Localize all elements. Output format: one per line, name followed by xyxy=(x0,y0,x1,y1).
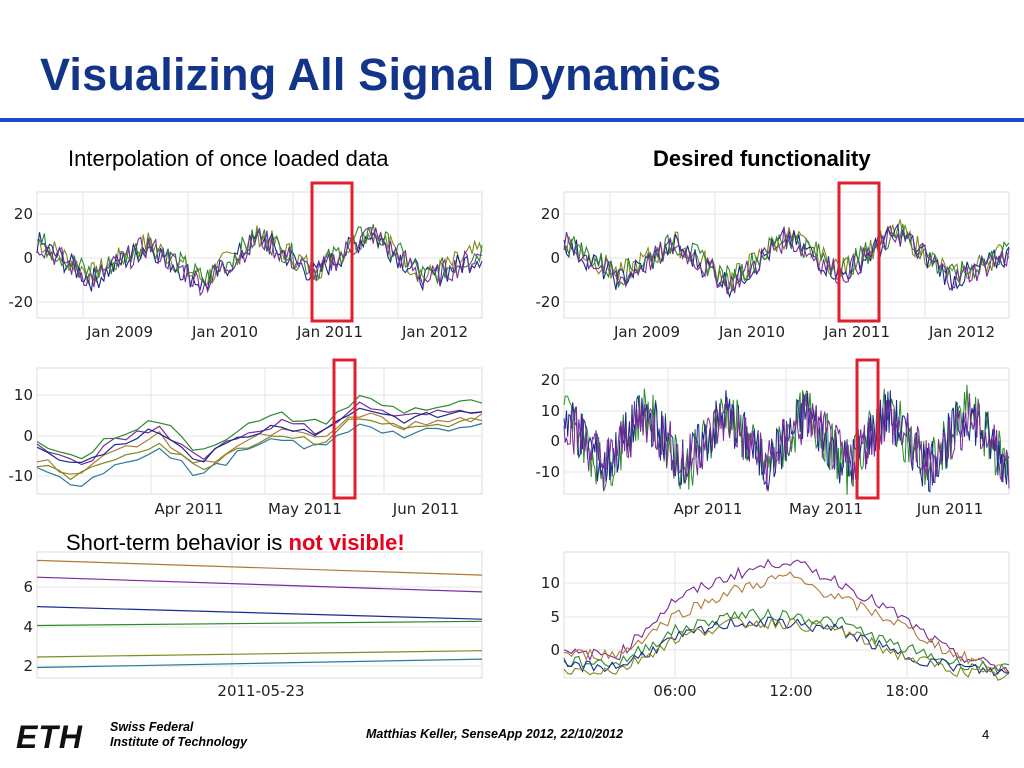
x-tick: Jan 2012 xyxy=(401,323,468,341)
institution-line-2: Institute of Technology xyxy=(110,735,248,749)
series-line xyxy=(36,650,483,658)
x-tick: Jan 2009 xyxy=(86,323,153,341)
y-tick: 6 xyxy=(23,578,33,596)
eth-logo-text: ETH xyxy=(16,723,83,751)
y-tick: 0 xyxy=(23,249,33,267)
series-lines xyxy=(563,384,1010,495)
x-tick: 12:00 xyxy=(769,682,812,700)
series-lines xyxy=(36,224,483,297)
series-lines xyxy=(36,394,483,488)
y-tick: 4 xyxy=(23,618,33,636)
series-line xyxy=(563,223,1010,299)
x-tick: Jan 2012 xyxy=(928,323,995,341)
footer-institution: Swiss Federal Institute of Technology xyxy=(110,720,247,750)
y-tick: 0 xyxy=(23,427,33,445)
chart-left-top: 20 0 -20 Jan 2009 Jan 2010 Jan 2011 Jan … xyxy=(9,181,483,341)
page-number: 4 xyxy=(982,727,990,742)
x-tick: Jan 2011 xyxy=(823,323,890,341)
y-tick: 20 xyxy=(541,205,560,223)
highlight-box xyxy=(855,358,880,500)
chart-left-middle: 10 0 -10 Apr 2011 May 2011 Jun 2011 xyxy=(9,358,483,518)
highlight-box xyxy=(332,358,357,500)
series-line xyxy=(563,224,1010,295)
title-divider xyxy=(0,118,1024,122)
series-line xyxy=(36,422,483,488)
y-tick: 0 xyxy=(550,432,560,450)
highlight-box xyxy=(310,181,354,323)
institution-line-1: Swiss Federal xyxy=(110,720,194,734)
x-tick: 06:00 xyxy=(653,682,696,700)
series-lines xyxy=(563,558,1010,681)
x-tick: Jan 2010 xyxy=(191,323,258,341)
note-alert: not visible! xyxy=(288,530,405,555)
series-line xyxy=(36,658,483,669)
x-tick: Jan 2010 xyxy=(718,323,785,341)
y-tick: 20 xyxy=(14,205,33,223)
chart-right-bottom: 10 5 0 06:00 12:00 18:00 xyxy=(541,551,1010,700)
series-line xyxy=(36,606,483,620)
series-line xyxy=(563,571,1010,675)
left-column-heading: Interpolation of once loaded data xyxy=(68,146,389,171)
y-tick: 10 xyxy=(541,402,560,420)
series-lines xyxy=(36,559,483,669)
observation-note: Short-term behavior is not visible! xyxy=(66,530,405,556)
y-tick: -20 xyxy=(536,293,561,311)
footer-citation: Matthias Keller, SenseApp 2012, 22/10/20… xyxy=(366,727,624,741)
y-tick: -10 xyxy=(536,463,561,481)
series-line xyxy=(36,226,483,297)
series-line xyxy=(563,558,1010,674)
y-tick: 10 xyxy=(14,386,33,404)
y-tick: 5 xyxy=(550,608,560,626)
series-line xyxy=(563,223,1010,292)
x-tick: 2011-05-23 xyxy=(217,682,304,700)
note-text: Short-term behavior is xyxy=(66,530,289,555)
series-line xyxy=(36,620,483,627)
y-tick: 2 xyxy=(23,657,33,675)
chart-right-middle: 20 10 0 -10 Apr 2011 May 2011 Jun 2011 xyxy=(536,358,1010,518)
series-lines xyxy=(563,219,1010,299)
series-line xyxy=(563,616,1010,681)
series-line xyxy=(36,559,483,576)
series-line xyxy=(36,401,483,466)
series-line xyxy=(563,393,1010,491)
y-tick: 0 xyxy=(550,249,560,267)
chart-right-top: 20 0 -20 Jan 2009 Jan 2010 Jan 2011 Jan … xyxy=(536,181,1010,341)
series-line xyxy=(36,576,483,593)
x-tick: Jan 2009 xyxy=(613,323,680,341)
x-tick: Jun 2011 xyxy=(916,500,983,518)
x-tick: May 2011 xyxy=(789,500,863,518)
x-tick: Apr 2011 xyxy=(155,500,224,518)
x-tick: 18:00 xyxy=(885,682,928,700)
y-tick: 10 xyxy=(541,574,560,592)
right-column-heading: Desired functionality xyxy=(653,146,871,171)
x-tick: May 2011 xyxy=(268,500,342,518)
x-tick: Jun 2011 xyxy=(392,500,459,518)
x-tick: Jan 2011 xyxy=(296,323,363,341)
y-tick: -20 xyxy=(9,293,34,311)
y-tick: 20 xyxy=(541,371,560,389)
chart-left-bottom: 6 4 2 2011-05-23 xyxy=(23,551,483,700)
series-line xyxy=(36,225,483,286)
y-tick: 0 xyxy=(550,641,560,659)
x-tick: Apr 2011 xyxy=(674,500,743,518)
slide-title: Visualizing All Signal Dynamics xyxy=(40,49,722,100)
highlight-box xyxy=(837,181,881,323)
series-line xyxy=(36,417,483,481)
series-line xyxy=(563,384,1010,495)
y-tick: -10 xyxy=(9,467,34,485)
eth-logo: ETH xyxy=(16,723,83,751)
series-line xyxy=(36,407,483,464)
series-line xyxy=(36,394,483,460)
